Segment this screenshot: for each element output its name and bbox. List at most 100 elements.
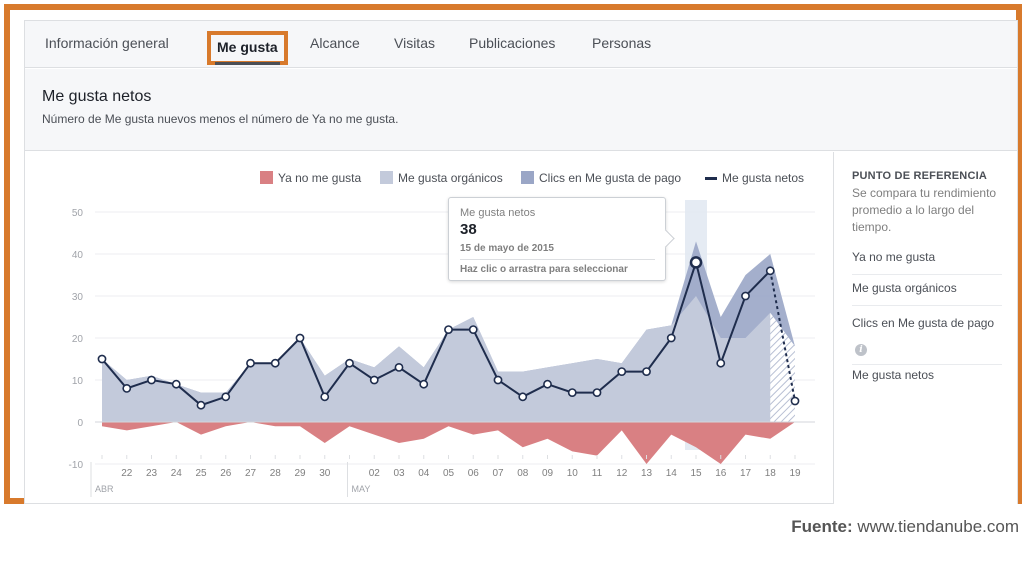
section-header: Me gusta netos Número de Me gusta nuevos… [25,69,1017,151]
source-url: www.tiendanube.com [857,517,1019,536]
x-tick-label-18: 18 [765,468,777,479]
tab-bar: Información general Me gusta Alcance Vis… [25,21,1017,68]
data-tooltip: Me gusta netos 38 15 de mayo de 2015 Haz… [448,197,666,281]
x-tick-label-25: 25 [195,468,207,479]
benchmark-description: Se compara tu rendimiento promedio a lo … [852,186,997,234]
x-tick-label-19: 19 [789,468,801,479]
data-point-04 [419,379,429,389]
data-point-07 [493,375,503,385]
tab-alcance[interactable]: Alcance [310,35,360,51]
series-line-net-likes [101,258,771,407]
data-point-23 [147,375,156,385]
benchmark-sidebar: PUNTO DE REFERENCIA Se compara tu rendim… [833,152,1017,504]
x-tick-label-11: 11 [592,468,603,479]
info-icon[interactable]: i [855,343,867,356]
data-point-12 [617,367,627,376]
tab-me-gusta-label: Me gusta [217,39,278,55]
data-point-30 [320,392,330,402]
forecast-hatch [770,312,795,422]
legend-label-3: Me gusta netos [722,171,804,185]
tab-informacion-general[interactable]: Información general [45,35,169,51]
data-point-11 [592,388,602,397]
insights-panel: Información general Me gusta Alcance Vis… [24,20,1018,504]
data-point-15 [689,256,703,269]
benchmark-item-paid[interactable]: Clics en Me gusta de pago i [852,310,1002,365]
chart-area[interactable]: Ya no me gusta Me gusta orgánicos Clics en… [25,152,833,504]
tab-personas[interactable]: Personas [592,35,652,51]
data-point-18 [765,266,775,276]
data-point-29 [295,333,305,343]
y-tick-label-5: 0 [77,418,83,429]
y-tick-label-2: 30 [72,292,84,303]
x-tick-label-27: 27 [245,468,257,479]
data-point-24 [171,379,181,389]
legend-label-1: Me gusta orgánicos [398,171,503,185]
legend-swatch-2 [521,171,534,184]
source-credit: Fuente: www.tiendanube.com [791,517,1019,537]
data-point-02 [369,375,379,385]
data-point-21 [97,354,107,364]
x-tick-label-22: 22 [121,468,133,479]
x-tick-label-30: 30 [319,468,331,479]
y-tick-label-6: -10 [69,460,84,471]
benchmark-item-net[interactable]: Me gusta netos [852,368,935,382]
benchmark-item-unlikes[interactable]: Ya no me gusta [852,248,1002,275]
legend-swatch-0 [260,171,273,184]
legend-label-0: Ya no me gusta [278,171,361,185]
data-point-27 [246,358,255,368]
benchmark-item-paid-label: Clics en Me gusta de pago [852,316,995,330]
benchmark-heading: PUNTO DE REFERENCIA [852,170,987,182]
x-tick-label-28: 28 [270,468,282,479]
x-tick-label-07: 07 [492,468,504,479]
section-title: Me gusta netos [42,88,152,105]
x-tick-label-09: 09 [542,468,554,479]
data-point-28 [270,358,280,368]
x-tick-label-04: 04 [418,468,430,479]
tooltip-divider [460,259,655,260]
benchmark-item-organic[interactable]: Me gusta orgánicos [852,279,1002,306]
tab-publicaciones[interactable]: Publicaciones [469,35,556,51]
y-tick-label-1: 40 [72,250,84,261]
x-tick-label-24: 24 [171,468,183,479]
x-tick-label-13: 13 [641,468,653,479]
tooltip-hint: Haz clic o arrastra para seleccionar [460,264,628,275]
highlight-frame: Información general Me gusta Alcance Vis… [4,4,1022,504]
net-likes-chart[interactable]: Ya no me gusta Me gusta orgánicos Clics en… [25,152,833,504]
x-tick-label-12: 12 [616,468,628,479]
tooltip-title: Me gusta netos [460,207,536,219]
x-tick-label-02: 02 [369,468,381,479]
data-point-08 [518,392,528,402]
x-tick-label-16: 16 [715,468,727,479]
y-tick-label-3: 20 [72,334,84,345]
data-point-09 [543,379,552,389]
data-point-25 [196,400,206,410]
series-line-net-likes-forecast [769,270,796,402]
data-point-06 [468,325,478,334]
tooltip-date: 15 de mayo de 2015 [460,243,554,254]
data-point-19 [790,396,800,406]
x-tick-label-15: 15 [690,468,702,479]
legend-label-2: Clics en Me gusta de pago [539,171,681,185]
tab-visitas[interactable]: Visitas [394,35,435,51]
data-point-10 [567,388,577,397]
x-tick-label-03: 03 [393,468,405,479]
x-tick-label-14: 14 [666,468,678,479]
x-tick-label-06: 06 [468,468,480,479]
x-tick-label-08: 08 [517,468,529,479]
source-label: Fuente: [791,517,853,536]
active-tab-underline [215,62,280,65]
x-tick-label-05: 05 [443,468,455,479]
data-point-22 [122,383,132,393]
data-point-26 [221,392,231,402]
month-label-may: MAY [352,484,371,494]
data-point-14 [666,333,676,343]
x-tick-label-23: 23 [146,468,158,479]
y-tick-label-0: 50 [72,208,84,219]
legend-swatch-1 [380,171,393,184]
data-point-16 [716,358,726,368]
x-tick-label-10: 10 [567,468,579,479]
tooltip-value: 38 [460,221,477,238]
data-point-13 [642,367,651,376]
tab-me-gusta[interactable]: Me gusta [207,31,288,65]
x-tick-label-29: 29 [294,468,306,479]
